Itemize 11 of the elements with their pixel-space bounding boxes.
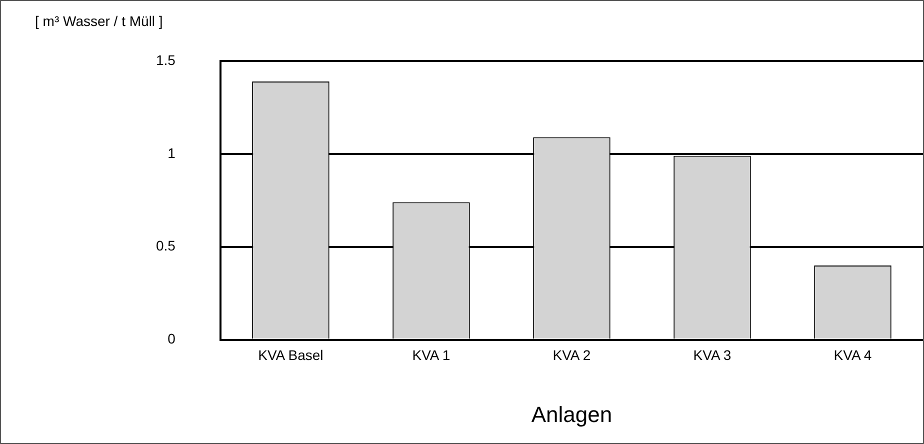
y-axis-title: [ m³ Wasser / t Müll ] xyxy=(35,13,163,29)
x-tick-label: KVA 4 xyxy=(834,347,872,364)
x-tick-label: KVA Basel xyxy=(258,347,324,364)
x-tick-label: KVA 2 xyxy=(552,347,591,364)
y-tick-label: 1 xyxy=(168,144,176,161)
y-tick-label: 0.5 xyxy=(156,238,176,254)
x-tick-label: KVA 1 xyxy=(412,347,450,364)
x-tick-label: KVA 3 xyxy=(693,347,732,364)
y-tick-label: 1.5 xyxy=(156,52,176,68)
x-axis-title: Anlagen xyxy=(531,402,612,427)
y-tick-label: 0 xyxy=(168,330,176,347)
